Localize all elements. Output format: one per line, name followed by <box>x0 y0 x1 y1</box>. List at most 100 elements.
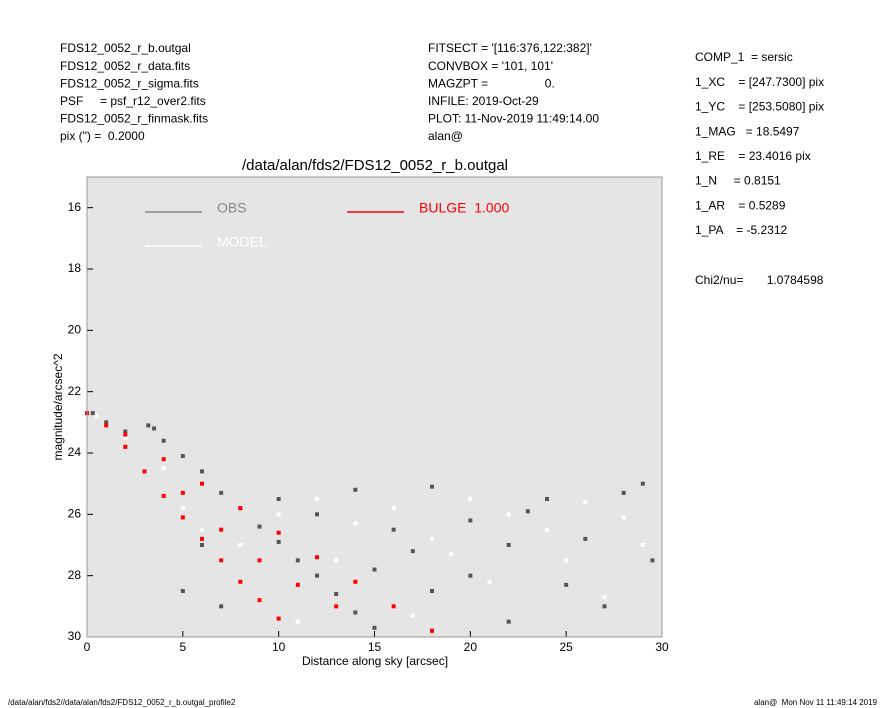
header-middle-line: CONVBOX = '101, 101' <box>428 59 553 73</box>
x-tick-label: 25 <box>559 640 573 654</box>
header-middle-line: alan@ <box>428 129 463 143</box>
x-tick-label: 10 <box>272 640 286 654</box>
data-point <box>161 438 166 443</box>
header-middle-line: PLOT: 11-Nov-2019 11:49:14.00 <box>428 112 599 126</box>
header-left-line: PSF = psf_r12_over2.fits <box>60 94 206 108</box>
data-point <box>123 435 128 440</box>
data-point <box>219 604 224 609</box>
data-point <box>640 543 645 547</box>
data-point <box>257 558 262 563</box>
x-axis-label: Distance along sky [arcsec] <box>302 654 448 668</box>
data-point <box>180 506 185 511</box>
data-point <box>161 466 166 471</box>
y-tick-label: 16 <box>68 200 82 214</box>
data-point <box>257 524 262 529</box>
y-tick-label: 24 <box>68 445 82 459</box>
data-point <box>161 493 166 498</box>
data-point <box>104 420 109 425</box>
y-tick-label: 28 <box>68 568 82 582</box>
data-point <box>602 595 607 600</box>
x-tick-label: 0 <box>84 640 91 654</box>
data-point <box>525 509 530 514</box>
y-tick-label: 22 <box>68 384 82 398</box>
data-point <box>219 558 224 563</box>
data-point <box>640 481 645 486</box>
data-point <box>200 527 204 532</box>
header-right-line: 1_MAG = 18.5497 <box>695 124 800 138</box>
data-point <box>449 552 454 557</box>
data-point <box>315 512 319 517</box>
data-point <box>353 579 358 584</box>
data-point <box>295 619 300 624</box>
data-point <box>468 573 473 578</box>
data-point <box>506 512 511 517</box>
data-point <box>238 506 243 511</box>
x-tick-label: 20 <box>464 640 478 654</box>
chart-title: /data/alan/fds2/FDS12_0052_r_b.outgal <box>242 157 508 174</box>
data-point <box>94 414 99 419</box>
header-right-line: COMP_1 = sersic <box>695 50 793 64</box>
data-point <box>180 515 185 520</box>
data-point <box>564 558 569 563</box>
header-left-line: FDS12_0052_r_b.outgal <box>60 41 191 55</box>
header-middle-line: INFILE: 2019-Oct-29 <box>428 94 539 108</box>
data-point <box>200 543 204 547</box>
data-point <box>583 500 588 505</box>
data-point <box>146 423 151 428</box>
legend-label: MODEL <box>217 234 267 250</box>
data-point <box>276 512 281 517</box>
y-tick-label: 26 <box>68 507 82 521</box>
data-point <box>621 490 626 495</box>
data-point <box>650 558 655 563</box>
data-point <box>391 604 396 609</box>
data-point <box>487 579 492 584</box>
data-point <box>200 536 204 541</box>
data-point <box>142 469 147 474</box>
data-point <box>506 619 511 624</box>
data-point <box>180 589 185 593</box>
header-left-line: FDS12_0052_r_data.fits <box>60 59 190 73</box>
x-tick-label: 30 <box>655 640 669 654</box>
data-point <box>353 521 358 526</box>
data-point <box>564 582 569 587</box>
y-tick-label: 30 <box>68 629 82 643</box>
data-point <box>123 432 128 437</box>
header-right-line: 1_RE = 23.4016 pix <box>695 149 811 163</box>
data-point <box>276 497 281 501</box>
header-right-line: 1_XC = [247.7300] pix <box>695 75 824 89</box>
data-point <box>315 573 319 578</box>
data-point <box>583 536 588 541</box>
data-point <box>295 558 300 563</box>
data-point <box>602 604 607 609</box>
data-point <box>315 497 319 501</box>
data-point <box>315 555 319 560</box>
data-point <box>123 429 128 434</box>
data-point <box>545 497 549 501</box>
data-point <box>238 579 243 584</box>
data-point <box>276 530 281 535</box>
data-point <box>506 543 511 547</box>
header-left-line: FDS12_0052_r_finmask.fits <box>60 112 208 126</box>
header-right-line: 1_YC = [253.5080] pix <box>695 100 824 114</box>
data-point <box>468 518 473 523</box>
data-point <box>372 625 377 630</box>
data-point <box>353 610 358 615</box>
data-point <box>430 589 434 593</box>
data-point <box>104 423 109 428</box>
y-tick-label: 20 <box>68 323 82 337</box>
data-point <box>90 411 95 416</box>
data-point <box>621 515 626 520</box>
footer-left: /data/alan/fds2//data/alan/fds2/FDS12_00… <box>8 698 236 707</box>
data-point <box>391 506 396 511</box>
data-point <box>257 598 262 603</box>
data-point <box>276 616 281 621</box>
header-middle-line: FITSECT = '[116:376,122:382]' <box>428 41 592 55</box>
footer-right: alan@ Mon Nov 11 11:49:14 2019 <box>754 698 878 707</box>
header-right-line: 1_N = 0.8151 <box>695 174 781 188</box>
data-point <box>238 543 243 547</box>
data-point <box>334 592 339 597</box>
y-axis-label: magnitude/arcsec^2 <box>51 353 65 460</box>
data-point <box>391 527 396 532</box>
chi2: Chi2/nu= 1.0784598 <box>695 273 824 287</box>
